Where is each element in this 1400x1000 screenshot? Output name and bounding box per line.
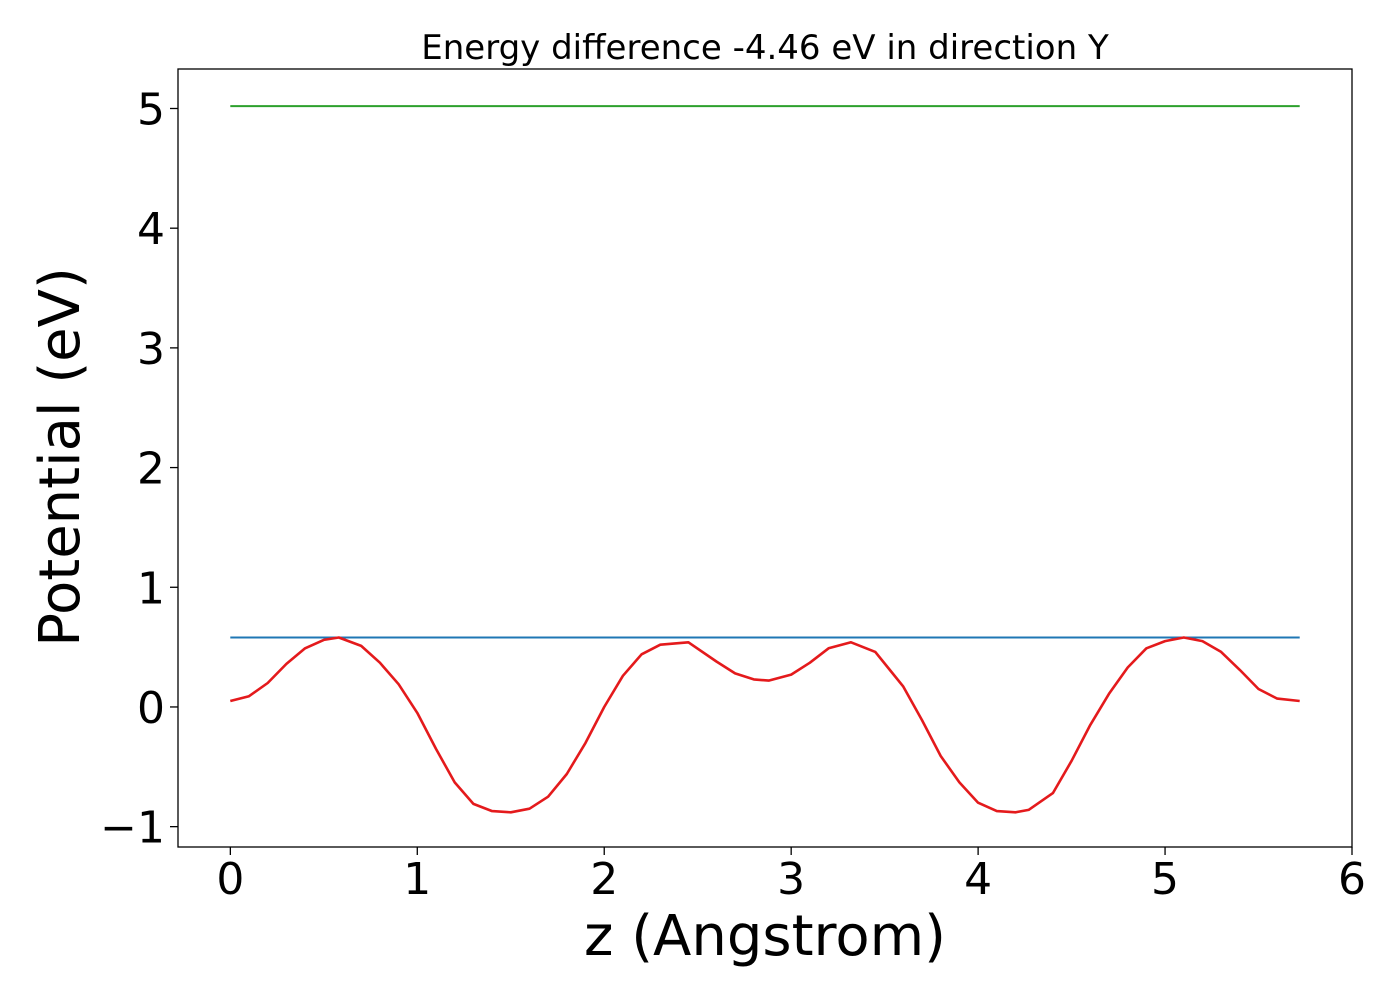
y-axis-ticks: −1 0 1 2 3 4 5 — [100, 84, 178, 854]
y-tick-label: 4 — [137, 204, 165, 255]
y-tick-label: 3 — [137, 324, 165, 375]
series-line-3 — [229, 636, 1300, 814]
y-tick-label: 0 — [137, 683, 165, 734]
y-tick-label: 5 — [137, 84, 165, 135]
x-tick-label: 0 — [216, 854, 244, 905]
y-axis-label: Potential (eV) — [28, 267, 93, 647]
x-tick-label: 1 — [403, 854, 431, 905]
x-axis-label: z (Angstrom) — [584, 904, 946, 969]
plot-frame — [177, 68, 1353, 848]
y-tick-label: 2 — [137, 444, 165, 495]
chart-title: Energy difference -4.46 eV in direction … — [421, 28, 1109, 68]
y-tick-label: −1 — [100, 803, 165, 854]
x-tick-label: 3 — [777, 854, 805, 905]
plot-area — [229, 105, 1300, 814]
x-axis-ticks: 0 1 2 3 4 5 6 — [216, 847, 1366, 905]
x-tick-label: 2 — [590, 854, 618, 905]
x-tick-label: 5 — [1151, 854, 1179, 905]
x-tick-label: 4 — [964, 854, 992, 905]
y-tick-label: 1 — [137, 563, 165, 614]
x-tick-label: 6 — [1338, 854, 1366, 905]
